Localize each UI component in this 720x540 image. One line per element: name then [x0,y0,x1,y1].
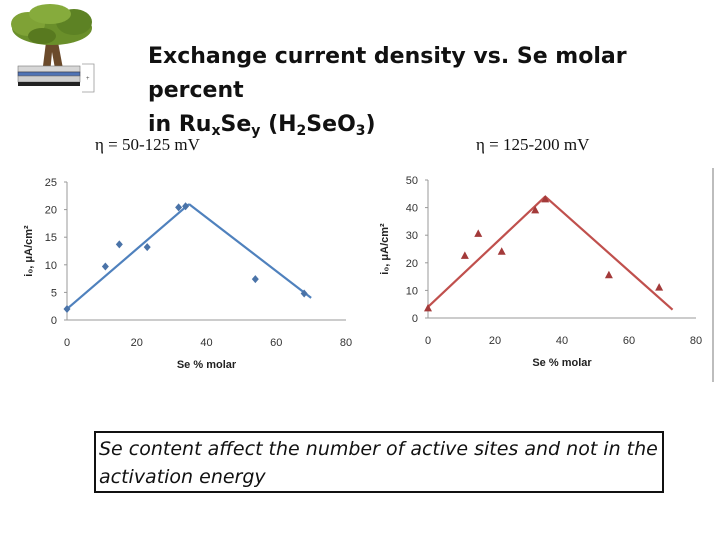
y-tick-label: 15 [45,232,57,244]
x-axis-label: Se % molar [177,359,237,371]
trend-line-2 [544,195,674,311]
title-line-2: in RuxSey (H2SeO3) [148,112,376,139]
y-tick-label: 30 [406,230,418,242]
divider-line [712,168,714,382]
left-chart-heading: η = 50-125 mV [95,135,200,154]
data-point [655,283,664,291]
y-axis-label: i₀, μA/cm² [23,225,35,277]
y-tick-label: 0 [412,313,418,325]
data-point [115,240,123,249]
right-chart-heading: η = 125-200 mV [476,135,590,154]
svg-text:+: + [86,76,90,82]
y-tick-label: 40 [406,203,418,215]
data-point [541,194,550,203]
x-tick-label: 40 [556,335,568,347]
data-point [63,304,71,313]
x-tick-label: 20 [131,337,143,349]
x-tick-label: 0 [64,337,70,349]
trend-line-2 [188,203,312,299]
data-point [251,275,259,284]
tree-logo: + [11,4,95,93]
y-tick-label: 20 [45,205,57,217]
y-tick-label: 25 [45,177,57,189]
y-tick-label: 0 [51,315,57,327]
x-tick-label: 20 [489,335,501,347]
y-tick-label: 5 [51,287,57,299]
data-point [460,251,469,259]
data-point [175,203,183,212]
data-point [474,229,483,237]
data-point [300,289,308,298]
data-point [424,303,432,312]
trend-line-1 [66,203,190,310]
x-tick-label: 0 [425,335,431,347]
x-tick-label: 80 [340,337,352,349]
y-axis-label: i₀, μA/cm² [379,223,391,275]
y-tick-label: 50 [406,175,418,187]
title-line-1: Exchange current density vs. Se molar pe… [148,44,627,103]
x-tick-label: 60 [270,337,282,349]
data-point [101,262,109,271]
right-chart: 0 10 20 30 40 50 0 20 40 60 80 Se % molar i₀, μA/cm² [379,175,702,369]
y-tick-label: 20 [406,258,418,270]
data-point [497,247,506,255]
y-tick-label: 10 [45,260,57,272]
x-tick-label: 60 [623,335,635,347]
x-axis-label: Se % molar [532,357,592,369]
trend-line-1 [427,195,547,308]
slide-title: Exchange current density vs. Se molar pe… [148,40,708,142]
left-chart: 0 5 10 15 20 25 0 20 40 60 80 Se % molar i₀, μA/cm² [23,177,352,371]
conclusion-note: Se content affect the number of active s… [94,431,664,493]
data-point [143,243,151,252]
data-point [182,202,190,211]
data-point [604,270,613,279]
x-tick-label: 40 [200,337,212,349]
data-point [531,205,540,214]
x-tick-label: 80 [690,335,702,347]
y-tick-label: 10 [406,285,418,297]
